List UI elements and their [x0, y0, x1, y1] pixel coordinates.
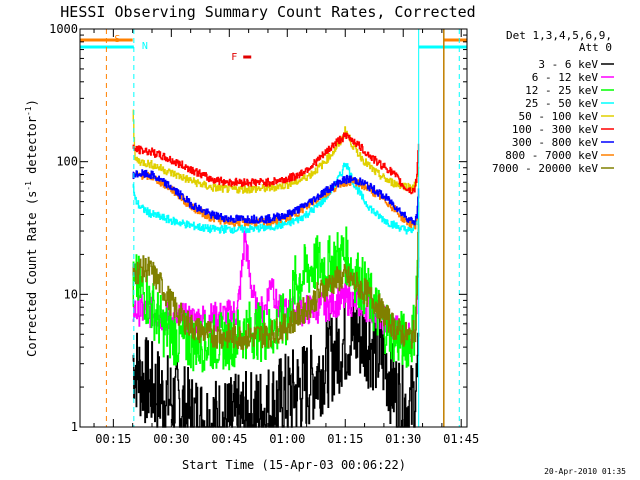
- y-tick-label: 1: [71, 420, 78, 434]
- legend-label: 25 - 50 keV: [525, 97, 598, 110]
- y-tick-label: 10: [64, 287, 78, 301]
- x-tick-label: 01:30: [385, 432, 421, 446]
- legend-label: 3 - 6 keV: [538, 58, 598, 71]
- flag-layer: S N F: [80, 29, 467, 427]
- x-tick-label: 00:15: [95, 432, 131, 446]
- series-line-7000to20000kev: [132, 201, 420, 351]
- flag-label-n: N: [142, 41, 148, 52]
- x-tick-label: 00:45: [211, 432, 247, 446]
- legend-label: 100 - 300 keV: [512, 123, 598, 136]
- plot-frame: [79, 28, 468, 428]
- series-layer: [132, 109, 420, 428]
- generation-timestamp: 20-Apr-2010 01:35: [544, 467, 626, 476]
- legend-header-2: Att 0: [579, 41, 612, 54]
- y-tick-label: 100: [56, 155, 78, 169]
- series-line-50to100kev: [132, 109, 420, 194]
- x-tick-label: 01:45: [443, 432, 479, 446]
- tick-layer: 00:15 00:30 00:45 01:00 01:15 01:30 01:45 1 10 10…: [49, 22, 479, 446]
- legend-label: 50 - 100 keV: [519, 110, 599, 123]
- series-line-3to6kev: [132, 299, 420, 428]
- flag-label-s: S: [114, 34, 120, 45]
- y-tick-label: 1000: [49, 22, 78, 36]
- series-line-12to25kev: [132, 224, 420, 373]
- legend-label: 800 - 7000 keV: [505, 149, 598, 162]
- chart-title: HESSI Observing Summary Count Rates, Cor…: [60, 3, 475, 21]
- x-tick-label: 00:30: [153, 432, 189, 446]
- legend-label: 300 - 800 keV: [512, 136, 598, 149]
- legend-label: 6 - 12 keV: [532, 71, 599, 84]
- y-axis-label: Corrected Count Rate (s-1 detector-1): [24, 99, 39, 357]
- legend-label: 7000 - 20000 keV: [492, 162, 598, 175]
- x-axis-label: Start Time (15-Apr-03 00:06:22): [182, 458, 406, 472]
- legend-label: 12 - 25 keV: [525, 84, 598, 97]
- x-tick-label: 01:00: [269, 432, 305, 446]
- legend-header: Det 1,3,4,5,6,9,: [506, 29, 612, 42]
- series-line-100to300kev: [132, 132, 420, 195]
- x-tick-label: 01:15: [327, 432, 363, 446]
- flag-label-f: F: [231, 52, 237, 63]
- series-line-300to800kev: [132, 169, 420, 226]
